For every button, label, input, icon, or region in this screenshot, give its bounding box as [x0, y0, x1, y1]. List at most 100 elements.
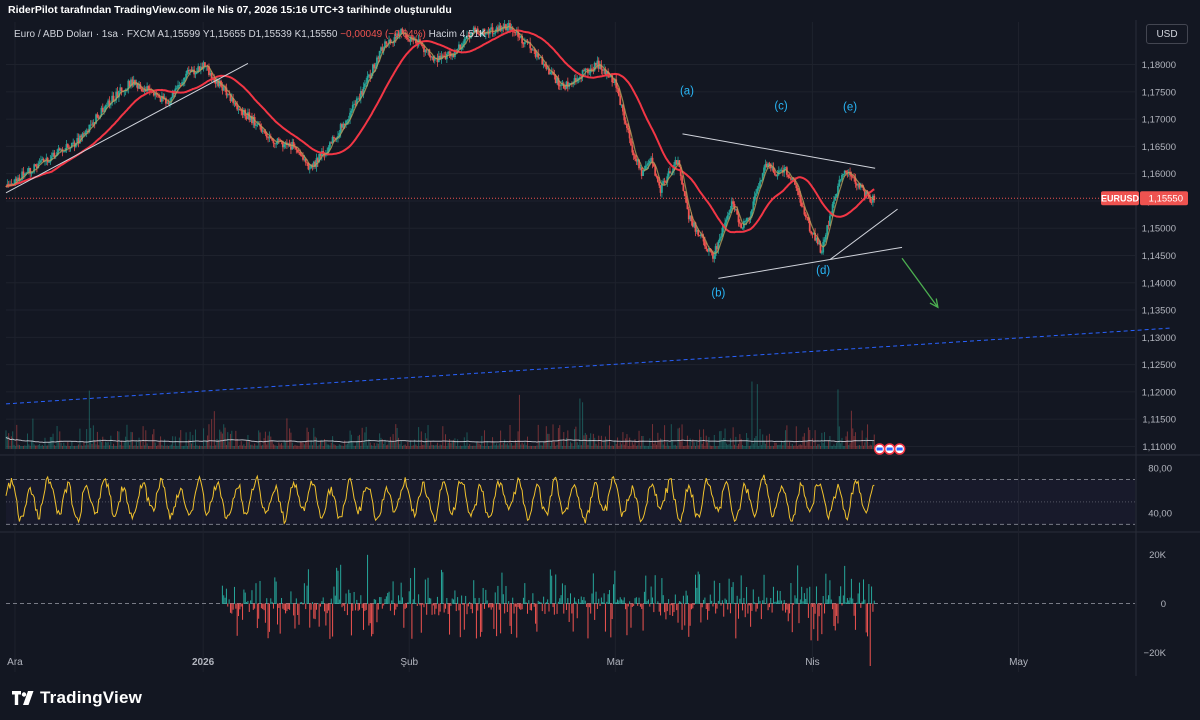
candle-body — [409, 36, 412, 42]
volume-bar — [385, 445, 387, 449]
candle-body — [62, 151, 65, 153]
histogram-bar — [255, 583, 257, 604]
volume-bar — [59, 431, 61, 449]
histogram-bar — [727, 603, 729, 610]
histogram-bar — [547, 599, 549, 604]
histogram-bar — [651, 597, 653, 604]
volume-bar — [419, 445, 421, 449]
volume-bar — [575, 426, 577, 449]
candle-body — [862, 187, 865, 191]
volume-bar — [654, 441, 656, 449]
histogram-bar — [836, 603, 838, 616]
histogram-bar — [424, 579, 426, 604]
volume-bar — [239, 445, 241, 449]
volume-bar — [161, 445, 163, 449]
time-tick-label: Mar — [607, 657, 625, 668]
candle-body — [440, 55, 443, 60]
volume-bar — [602, 445, 604, 449]
price-tag-symbol-box — [1101, 191, 1139, 206]
histogram-bar — [442, 572, 444, 604]
volume-bar — [293, 445, 295, 449]
volume-bar — [154, 442, 156, 449]
tradingview-logo[interactable]: TradingView — [12, 688, 142, 708]
volume-bar — [508, 445, 510, 449]
candle-body — [378, 50, 381, 59]
histogram-bar — [717, 600, 719, 604]
symbol-legend[interactable]: Euro / ABD Doları · 1sa · FXCM A1,15599 … — [14, 29, 486, 40]
candle-body — [505, 24, 507, 31]
candle-body — [763, 167, 765, 174]
volume-bar — [424, 433, 426, 449]
volume-bar — [747, 437, 749, 449]
histogram-bar — [416, 603, 418, 606]
price-tick-label: 1,17000 — [1142, 115, 1176, 126]
histogram-bar — [321, 601, 323, 604]
histogram-bar — [813, 603, 815, 630]
candle-body — [811, 233, 814, 235]
candle-body — [195, 72, 198, 74]
low-value: D1,15539 — [248, 29, 292, 40]
symbol-name[interactable]: Euro / ABD Doları · 1sa · FXCM — [14, 29, 156, 40]
candle-body — [216, 80, 218, 84]
histogram-bar — [336, 567, 338, 604]
histogram-bar — [696, 587, 698, 604]
candle-body — [300, 155, 303, 156]
volume-bar — [313, 427, 315, 449]
volume-bar — [735, 436, 737, 449]
volume-bar — [672, 440, 674, 449]
volume-bar — [676, 445, 678, 449]
volume-bar — [493, 442, 495, 449]
volume-bar — [666, 442, 668, 449]
volume-bar — [17, 444, 19, 449]
candle-body — [329, 142, 331, 148]
volume-bar — [743, 445, 745, 449]
volume-bar — [12, 431, 14, 449]
histogram-bar — [841, 603, 843, 606]
candle-body — [23, 173, 26, 176]
candle-body — [97, 117, 100, 119]
histogram-bar — [508, 601, 510, 604]
histogram-bar — [555, 574, 557, 604]
volume-bar — [742, 444, 744, 449]
close-value: K1,15550 — [294, 29, 338, 40]
volume-bar — [458, 445, 460, 449]
volume-bar — [185, 432, 187, 449]
volume-bar — [149, 445, 151, 449]
volume-bar — [172, 436, 174, 449]
volume-bar — [303, 444, 305, 449]
histogram-bar — [775, 601, 777, 604]
histogram-bar — [361, 603, 363, 609]
histogram-bar — [772, 586, 774, 604]
histogram-bar — [723, 603, 725, 617]
candle-body — [373, 64, 376, 69]
volume-bar — [834, 445, 836, 449]
volume-bar — [35, 445, 37, 449]
candle-body — [311, 164, 314, 167]
candle-body — [107, 100, 110, 106]
volume-bar — [565, 437, 567, 449]
histogram-bar — [315, 603, 317, 610]
histogram-bar — [570, 593, 571, 604]
volume-bar — [539, 441, 541, 449]
histogram-bar — [729, 603, 731, 614]
candle-body — [704, 241, 706, 247]
candle-body — [95, 114, 97, 124]
volume-bar — [14, 445, 16, 449]
candle-body — [234, 102, 237, 106]
volume-bar — [286, 418, 288, 449]
histogram-bar — [502, 594, 504, 604]
currency-button[interactable]: USD — [1146, 24, 1188, 44]
volume-bar — [146, 443, 148, 449]
candle-body — [310, 164, 312, 169]
volume-bar — [279, 444, 281, 449]
volume-bar — [485, 445, 487, 449]
candle-body — [584, 68, 587, 72]
candle-body — [666, 176, 669, 183]
volume-bar — [864, 442, 866, 449]
histogram-bar — [802, 601, 804, 604]
candle-body — [818, 243, 821, 245]
candle-body — [656, 176, 659, 182]
candle-body — [421, 44, 424, 47]
candle-body — [613, 79, 616, 83]
